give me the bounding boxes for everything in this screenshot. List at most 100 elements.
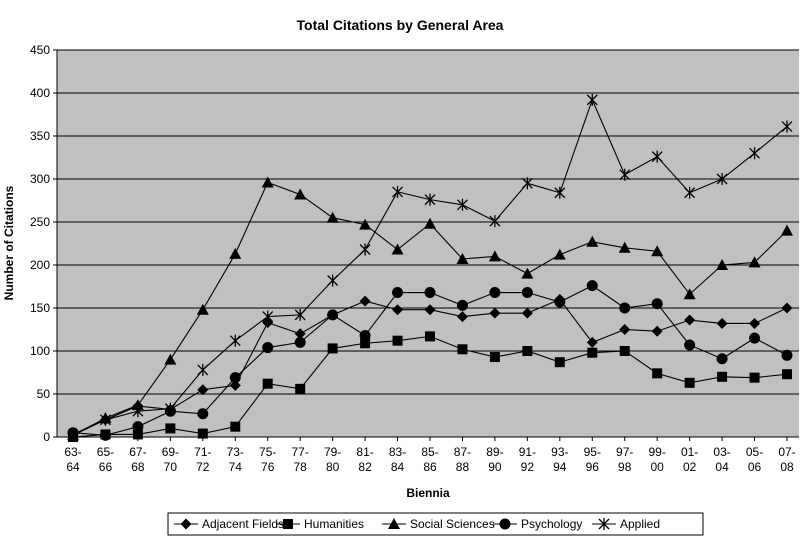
data-point-adjacent-fields (392, 304, 404, 316)
data-point-psychology (456, 299, 468, 311)
data-point-adjacent-fields (619, 324, 631, 335)
data-point-applied (67, 429, 79, 442)
x-tick-label: 99-00 (649, 445, 666, 474)
data-point-humanities (165, 423, 176, 434)
data-point-psychology (392, 287, 404, 299)
x-tick-label-line: 03- (713, 445, 730, 459)
x-tick-label-line: 69- (162, 445, 179, 459)
data-point-social-sciences (229, 247, 242, 259)
legend-label: Adjacent Fields (202, 517, 284, 531)
x-tick-label: 95-96 (584, 445, 601, 474)
data-point-applied (456, 198, 468, 211)
data-point-applied (424, 193, 436, 206)
data-point-adjacent-fields (456, 311, 468, 323)
data-point-applied (132, 405, 144, 418)
x-tick-label-line: 75- (259, 445, 276, 459)
y-tick-label: 350 (30, 129, 50, 143)
data-point-adjacent-fields (716, 317, 728, 329)
series-social-sciences (67, 176, 793, 441)
x-tick-label-line: 02 (683, 460, 697, 474)
data-point-psychology (781, 349, 793, 361)
data-point-adjacent-fields (521, 307, 533, 319)
chart-title: Total Citations by General Area (297, 17, 504, 33)
data-point-applied (327, 274, 339, 287)
data-point-humanities (132, 429, 143, 440)
x-tick-label: 67-68 (129, 445, 146, 474)
y-tick-label: 100 (30, 344, 50, 358)
data-point-social-sciences (553, 248, 566, 260)
x-tick-label-line: 80 (326, 460, 340, 474)
y-tick-label: 450 (30, 43, 50, 57)
x-tick-label-line: 84 (391, 460, 405, 474)
data-point-humanities (457, 344, 468, 355)
data-point-applied (781, 120, 793, 133)
data-point-humanities (262, 378, 273, 389)
data-point-social-sciences (261, 176, 274, 188)
x-tick-label: 03-04 (713, 445, 730, 474)
x-tick-label: 83-84 (389, 445, 406, 474)
data-point-applied (164, 402, 176, 415)
data-point-humanities (392, 335, 403, 346)
legend-item-social-sciences: Social Sciences (382, 517, 495, 531)
x-tick-label-line: 78 (294, 460, 308, 474)
x-tick-label-line: 98 (618, 460, 632, 474)
x-tick-label-line: 06 (748, 460, 762, 474)
data-point-applied (586, 93, 598, 106)
legend-box (167, 512, 704, 536)
y-axis-label: Number of Citations (2, 185, 16, 300)
data-point-adjacent-fields (424, 304, 436, 316)
series-group (67, 93, 793, 442)
x-tick-label-line: 08 (780, 460, 794, 474)
x-tick-label-line: 73- (227, 445, 244, 459)
data-point-applied (262, 310, 274, 323)
data-point-humanities (717, 371, 728, 382)
data-point-social-sciences (716, 259, 729, 270)
data-point-humanities (684, 377, 695, 388)
x-tick-label: 93-94 (551, 445, 568, 474)
data-point-applied (392, 185, 404, 198)
data-point-adjacent-fields (197, 384, 209, 396)
x-tick-label-line: 72 (196, 460, 210, 474)
y-tick-label: 150 (30, 301, 50, 315)
x-tick-label-line: 70 (164, 460, 178, 474)
x-tick-label: 65-66 (97, 445, 114, 474)
data-point-social-sciences (618, 241, 631, 253)
legend-marker-social-sciences (388, 518, 400, 529)
data-point-social-sciences (748, 256, 761, 268)
data-point-psychology (327, 309, 339, 321)
x-tick-label: 91-92 (519, 445, 536, 474)
x-tick-label: 81-82 (356, 445, 373, 474)
data-point-humanities (197, 428, 208, 439)
data-point-social-sciences (651, 245, 664, 257)
x-tick-label-line: 07- (778, 445, 795, 459)
legend-label: Psychology (521, 517, 582, 531)
x-tick-label-line: 83- (389, 445, 406, 459)
data-point-social-sciences (391, 243, 404, 255)
data-point-humanities (749, 372, 760, 383)
x-tick-label-line: 68 (131, 460, 145, 474)
data-point-social-sciences (586, 235, 599, 247)
legend-marker-psychology (499, 518, 511, 530)
x-tick-label-line: 91- (519, 445, 536, 459)
data-point-applied (197, 363, 209, 376)
data-point-psychology (99, 429, 111, 441)
x-tick-label-line: 97- (616, 445, 633, 459)
x-tick-label-line: 01- (681, 445, 698, 459)
data-point-applied (684, 186, 696, 199)
data-point-humanities (295, 383, 306, 394)
x-tick-label: 73-74 (227, 445, 244, 474)
data-point-adjacent-fields (229, 379, 241, 391)
legend-marker-applied (598, 518, 610, 530)
data-point-applied (521, 177, 533, 190)
y-tick-label: 300 (30, 172, 50, 186)
data-point-social-sciences (683, 288, 696, 300)
axes: 0 50 100 150 200 250 300 350 400 450 63-64 65-66 67-… (30, 43, 799, 474)
legend-item-psychology: Psychology (493, 517, 582, 531)
data-point-psychology (716, 353, 728, 365)
y-tick-label: 250 (30, 215, 50, 229)
data-point-psychology (554, 296, 566, 308)
data-point-applied (359, 243, 371, 256)
data-point-humanities (360, 338, 371, 349)
x-tick-label: 63-64 (64, 445, 81, 474)
